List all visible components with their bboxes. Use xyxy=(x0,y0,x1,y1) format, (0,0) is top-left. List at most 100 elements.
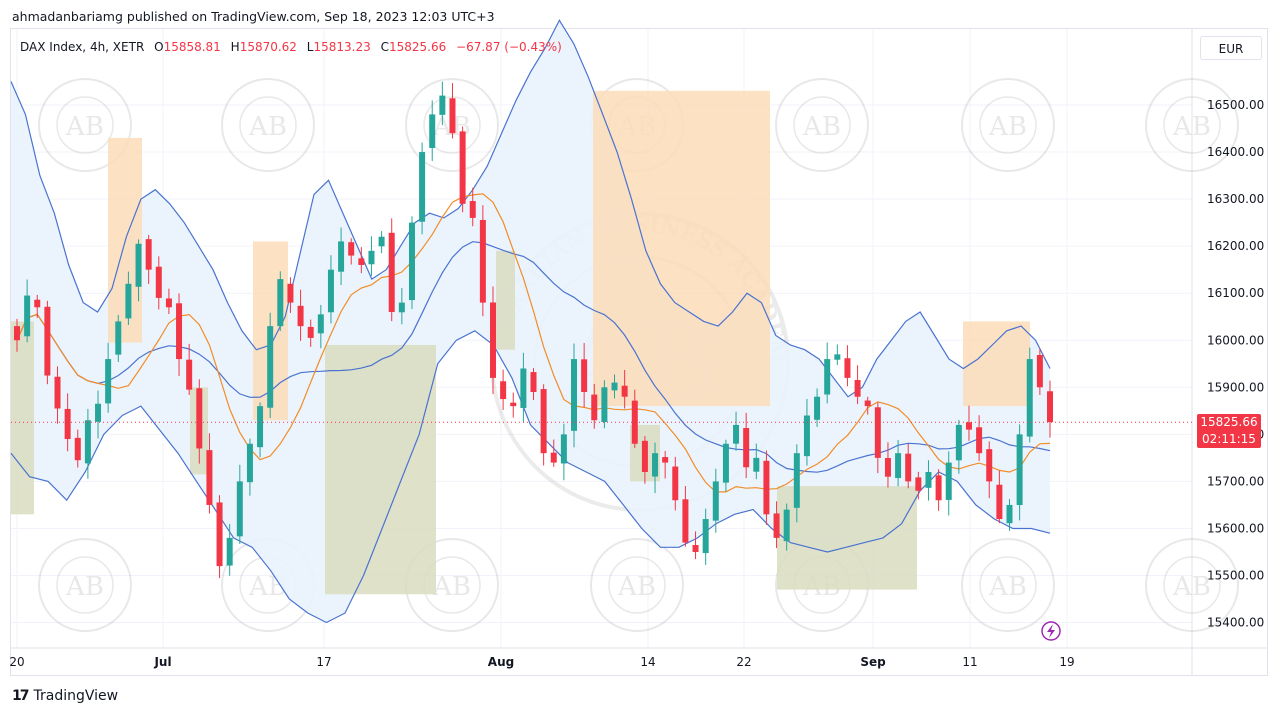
candle xyxy=(935,469,942,511)
watermark-medallion: AB xyxy=(1145,538,1239,632)
watermark-ring xyxy=(590,538,684,632)
candle-body xyxy=(429,114,436,148)
candle-body xyxy=(297,305,304,327)
watermark-inner-ring xyxy=(979,96,1037,154)
watermark-inner-ring xyxy=(793,96,851,154)
candle xyxy=(54,366,61,424)
tradingview-brand: TradingView xyxy=(33,688,119,704)
candle xyxy=(520,352,527,422)
watermark-monogram: AB xyxy=(65,572,104,602)
candle xyxy=(915,471,922,500)
symbol-legend: DAX Index, 4h, XETR O15858.81 H15870.62 … xyxy=(20,40,562,54)
candle-body xyxy=(246,443,253,483)
chart-overlays xyxy=(11,421,1192,641)
candle xyxy=(338,227,345,286)
y-tick-label: 16200.00 xyxy=(1207,239,1264,253)
candle xyxy=(530,368,537,400)
candle-body xyxy=(408,222,415,301)
y-tick-label: 16100.00 xyxy=(1207,286,1264,300)
candle-body xyxy=(287,283,294,303)
candle-body xyxy=(905,453,912,482)
watermark-ring xyxy=(38,538,132,632)
currency-button[interactable]: EUR xyxy=(1200,36,1262,60)
candle-body xyxy=(702,519,709,554)
candle xyxy=(226,524,233,576)
candle xyxy=(176,293,183,376)
candle-body xyxy=(935,475,942,501)
footer-branding[interactable]: 17 TradingView xyxy=(12,688,118,704)
chart-frame xyxy=(10,28,1268,676)
candle xyxy=(24,279,31,343)
candle xyxy=(925,460,932,501)
watermark-inner-ring xyxy=(56,556,114,614)
candle-body xyxy=(34,299,41,308)
candle-body xyxy=(338,241,345,272)
y-tick-label: 15400.00 xyxy=(1207,616,1264,630)
candle xyxy=(14,318,20,352)
candle xyxy=(378,231,385,254)
lightning-icon-bolt xyxy=(1047,624,1055,638)
candle-body xyxy=(44,306,51,376)
legend-low-value: 15813.23 xyxy=(313,40,371,54)
legend-change: −67.87 (−0.43%) xyxy=(456,40,562,54)
y-tick-label: 15700.00 xyxy=(1207,474,1264,488)
candle xyxy=(469,187,476,227)
candle-body xyxy=(884,458,891,477)
candle xyxy=(307,319,314,347)
candle xyxy=(773,501,780,549)
watermark-medallion: AB xyxy=(961,538,1055,632)
x-tick-label: 19 xyxy=(1059,655,1074,669)
candle-body xyxy=(763,460,770,515)
candle-body xyxy=(591,394,598,421)
candle-body xyxy=(976,427,983,454)
candle-body xyxy=(449,98,456,134)
band-area xyxy=(11,20,1050,623)
candle-body xyxy=(348,242,355,256)
candle-body xyxy=(479,219,486,303)
watermark-medallion: AB xyxy=(590,538,684,632)
watermark-ring xyxy=(961,78,1055,172)
watermark-inner-ring xyxy=(608,556,666,614)
candle xyxy=(1016,424,1023,521)
candle-body xyxy=(631,400,638,444)
candle xyxy=(986,441,993,499)
candle-body xyxy=(733,424,740,444)
watermark-inner-ring xyxy=(1163,556,1221,614)
legend-open-value: 15858.81 xyxy=(163,40,221,54)
watermark-medallion: AB xyxy=(38,78,132,172)
candle xyxy=(479,205,486,317)
candle xyxy=(165,288,172,315)
watermark-monogram: AB xyxy=(1172,112,1211,142)
candle xyxy=(834,344,841,366)
candle xyxy=(874,402,881,474)
candle xyxy=(814,388,821,427)
x-tick-label: 22 xyxy=(736,655,751,669)
candle-body xyxy=(510,402,517,407)
watermark-monogram: AB xyxy=(65,112,104,142)
candle xyxy=(84,408,91,479)
candle xyxy=(621,369,628,409)
y-tick-label: 15600.00 xyxy=(1207,521,1264,535)
legend-low-label: L xyxy=(306,40,314,54)
candle-body xyxy=(176,303,183,360)
candle xyxy=(196,379,203,464)
candle xyxy=(550,439,557,467)
candle xyxy=(348,238,355,265)
candle-body xyxy=(834,354,841,360)
candle xyxy=(34,294,41,318)
candle xyxy=(976,415,983,462)
y-tick-label: 16000.00 xyxy=(1207,333,1264,347)
candle-body xyxy=(378,236,385,247)
candle-body xyxy=(895,453,902,479)
candle xyxy=(783,503,790,551)
candle-body xyxy=(854,379,861,397)
candle-body xyxy=(874,407,881,458)
candle-body xyxy=(712,481,719,521)
candle-body xyxy=(571,359,578,431)
candle xyxy=(560,423,567,481)
y-tick-label: 15500.00 xyxy=(1207,569,1264,583)
bollinger-band-fill xyxy=(11,20,1050,623)
candle-body xyxy=(398,302,405,313)
candle-body xyxy=(722,443,729,483)
